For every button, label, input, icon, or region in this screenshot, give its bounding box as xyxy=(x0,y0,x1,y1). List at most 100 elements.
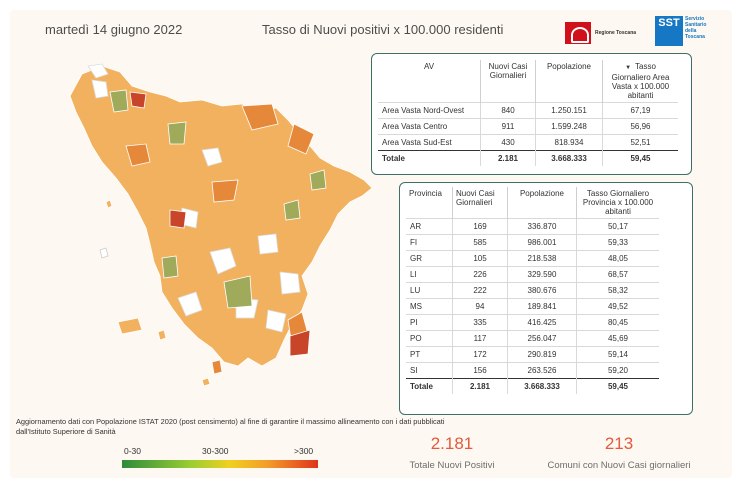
table-row[interactable]: PI 335 416.425 80,45 xyxy=(406,314,659,331)
map-island-elba xyxy=(117,317,143,335)
map-region-green-1 xyxy=(109,89,129,113)
av-cell-casi: 840 xyxy=(480,102,536,119)
sort-descending-icon: ▼ xyxy=(625,65,632,71)
av-total-name: Totale xyxy=(378,150,481,166)
regione-toscana-emblem-icon xyxy=(565,22,591,44)
prov-total-name: Totale xyxy=(406,378,453,394)
prov-cell-pop: 986.001 xyxy=(507,234,577,251)
prov-total-casi: 2.181 xyxy=(452,378,508,394)
prov-cell-casi: 585 xyxy=(452,234,508,251)
prov-cell-name: LI xyxy=(406,266,453,283)
table-row[interactable]: Area Vasta Sud-Est 430 818.934 52,51 xyxy=(378,134,678,151)
sst-badge: SST xyxy=(655,16,683,46)
sst-line-3: della xyxy=(685,28,697,34)
map-region-dark-orange-5 xyxy=(211,179,239,203)
sst-logo-text: Servizio Sanitario della Toscana xyxy=(685,16,706,48)
av-total-pop: 3.668.333 xyxy=(535,150,603,166)
prov-cell-name: MS xyxy=(406,298,453,315)
area-vasta-table: AV Nuovi Casi Giornalieri Popolazione ▼ T… xyxy=(378,60,678,166)
prov-cell-name: PO xyxy=(406,330,453,347)
report-date: martedì 14 giugno 2022 xyxy=(45,22,183,37)
av-header-casi[interactable]: Nuovi Casi Giornalieri xyxy=(480,60,536,103)
prov-header-tasso[interactable]: Tasso Giornaliero Provincia x 100.000 ab… xyxy=(582,189,654,216)
prov-cell-tasso: 48,05 xyxy=(576,250,659,267)
prov-cell-tasso: 59,20 xyxy=(576,362,659,379)
table-row[interactable]: PT 172 290.819 59,14 xyxy=(406,346,659,363)
map-region-white-1 xyxy=(87,63,109,79)
map-island-montecristo xyxy=(201,377,211,387)
av-cell-name: Area Vasta Nord-Ovest xyxy=(378,102,481,119)
table-row[interactable]: GR 105 218.538 48,05 xyxy=(406,250,659,267)
prov-cell-casi: 156 xyxy=(452,362,508,379)
prov-cell-pop: 336.870 xyxy=(507,218,577,235)
av-total-casi: 2.181 xyxy=(480,150,536,166)
prov-cell-pop: 380.676 xyxy=(507,282,577,299)
regione-toscana-logo-text: Regione Toscana xyxy=(595,30,637,36)
table-row[interactable]: MS 94 189.841 49,52 xyxy=(406,298,659,315)
table-row[interactable]: LU 222 380.676 58,32 xyxy=(406,282,659,299)
prov-header-casi[interactable]: Nuovi Casi Giornalieri xyxy=(452,187,508,219)
area-vasta-card: AV Nuovi Casi Giornalieri Popolazione ▼ T… xyxy=(371,53,692,175)
table-row[interactable]: FI 585 986.001 59,33 xyxy=(406,234,659,251)
kpi-comuni-label: Comuni con Nuovi Casi giornalieri xyxy=(547,460,691,471)
av-cell-casi: 911 xyxy=(480,118,536,135)
table-total-row: Totale 2.181 3.668.333 59,45 xyxy=(378,150,678,166)
map-region-white-7 xyxy=(177,291,203,317)
av-cell-pop: 1.599.248 xyxy=(535,118,603,135)
table-row[interactable]: PO 117 256.047 45,69 xyxy=(406,330,659,347)
table-row[interactable]: SI 156 263.526 59,20 xyxy=(406,362,659,379)
prov-cell-tasso: 49,52 xyxy=(576,298,659,315)
prov-cell-pop: 416.425 xyxy=(507,314,577,331)
av-total-tasso: 59,45 xyxy=(602,150,678,166)
table-row[interactable]: Area Vasta Nord-Ovest 840 1.250.151 67,1… xyxy=(378,102,678,119)
prov-cell-name: AR xyxy=(406,218,453,235)
prov-cell-name: PI xyxy=(406,314,453,331)
av-header-pop[interactable]: Popolazione xyxy=(535,60,603,103)
map-island-giglio xyxy=(211,359,223,375)
kpi-comuni: 213 Comuni con Nuovi Casi giornalieri xyxy=(534,434,704,471)
prov-cell-pop: 218.538 xyxy=(507,250,577,267)
table-row[interactable]: Area Vasta Centro 911 1.599.248 56,96 xyxy=(378,118,678,135)
prov-cell-name: LU xyxy=(406,282,453,299)
map-region-white-3 xyxy=(201,147,223,167)
av-cell-name: Area Vasta Sud-Est xyxy=(378,134,481,151)
sst-line-1: Servizio xyxy=(685,16,705,22)
map-region-green-2 xyxy=(167,121,187,145)
prov-cell-pop: 256.047 xyxy=(507,330,577,347)
prov-header-name[interactable]: Provincia xyxy=(406,187,453,219)
av-header-tasso[interactable]: ▼ Tasso Giornaliero Area Vasta x 100.000 … xyxy=(603,60,679,103)
map-region-white-2 xyxy=(91,79,109,99)
prov-cell-casi: 172 xyxy=(452,346,508,363)
prov-total-pop: 3.668.333 xyxy=(507,378,577,394)
tuscany-choropleth-map[interactable] xyxy=(62,62,382,387)
map-island-pianosa xyxy=(157,329,167,341)
map-island-gorgona xyxy=(105,199,113,209)
map-region-red-3 xyxy=(289,329,311,357)
map-region-red-1 xyxy=(129,91,147,109)
prov-cell-name: PT xyxy=(406,346,453,363)
map-region-white-10 xyxy=(265,309,287,333)
prov-cell-casi: 117 xyxy=(452,330,508,347)
prov-cell-tasso: 50,17 xyxy=(576,218,659,235)
av-header-name[interactable]: AV xyxy=(378,60,481,103)
prov-cell-tasso: 68,57 xyxy=(576,266,659,283)
table-row[interactable]: LI 226 329.590 68,57 xyxy=(406,266,659,283)
av-header-tasso-label: Tasso Giornaliero Area Vasta x 100.000 a… xyxy=(611,62,670,100)
sst-line-2: Sanitario xyxy=(685,22,707,28)
av-cell-name: Area Vasta Centro xyxy=(378,118,481,135)
map-region-green-4 xyxy=(161,255,179,279)
prov-cell-casi: 94 xyxy=(452,298,508,315)
prov-cell-casi: 105 xyxy=(452,250,508,267)
table-row[interactable]: AR 169 336.870 50,17 xyxy=(406,218,659,235)
map-island-capraia xyxy=(99,247,109,259)
map-region-green-6 xyxy=(283,199,301,221)
provincia-card: Provincia Nuovi Casi Giornalieri Popolaz… xyxy=(399,182,693,415)
map-region-white-9 xyxy=(257,233,279,255)
kpi-total-label: Totale Nuovi Positivi xyxy=(409,460,495,471)
kpi-total-positivi: 2.181 Totale Nuovi Positivi xyxy=(398,434,506,471)
prov-cell-casi: 335 xyxy=(452,314,508,331)
prov-header-pop[interactable]: Popolazione xyxy=(507,187,577,219)
map-region-green-3 xyxy=(223,275,253,309)
av-cell-pop: 1.250.151 xyxy=(535,102,603,119)
map-region-dark-orange-1 xyxy=(241,103,279,131)
